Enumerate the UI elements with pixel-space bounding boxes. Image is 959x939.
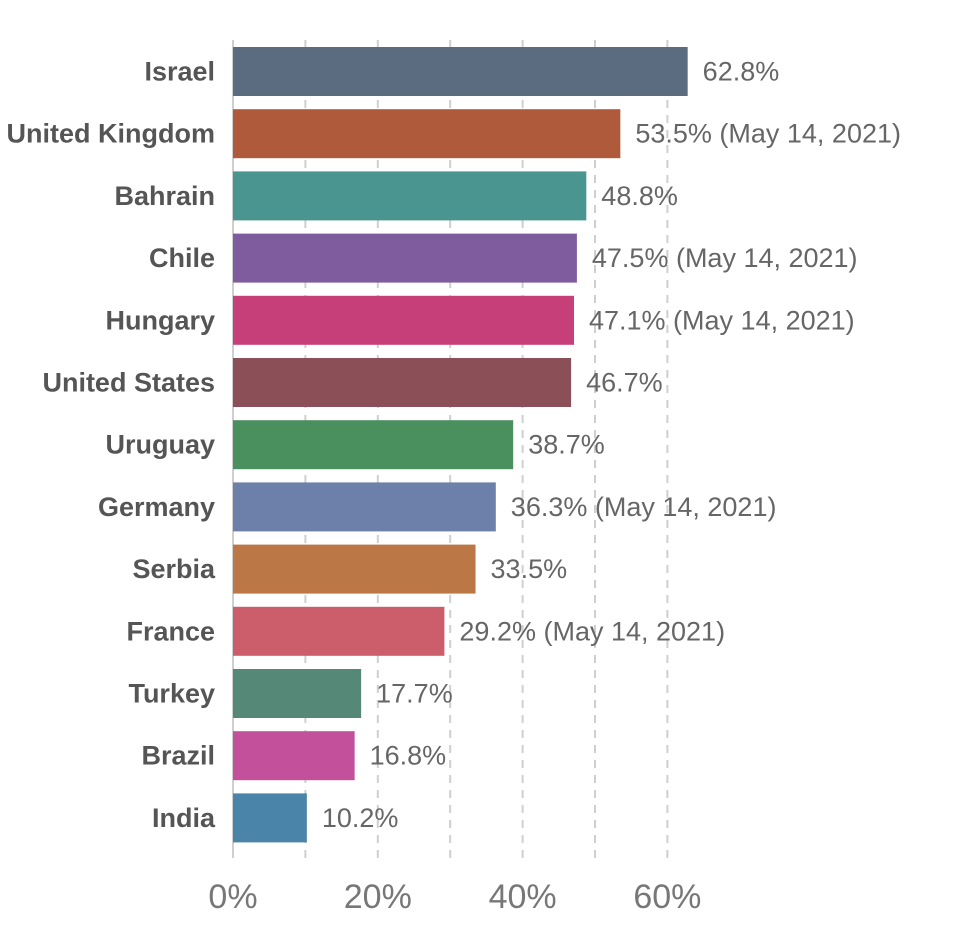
category-label: Serbia — [132, 554, 216, 584]
value-label: 16.8% — [370, 741, 447, 771]
x-tick-label: 20% — [344, 878, 412, 916]
bar-bahrain — [233, 171, 587, 221]
bar-chile — [233, 233, 577, 283]
value-label: 33.5% — [491, 554, 568, 584]
bars — [233, 47, 688, 843]
category-label: United Kingdom — [7, 119, 215, 149]
value-label: 53.5% (May 14, 2021) — [635, 119, 901, 149]
value-label: 46.7% — [586, 368, 663, 398]
category-label: India — [152, 803, 216, 833]
value-label: 17.7% — [376, 679, 453, 709]
value-label: 36.3% (May 14, 2021) — [511, 492, 777, 522]
category-label: Chile — [149, 243, 215, 273]
category-label: Uruguay — [105, 430, 215, 460]
value-label: 38.7% — [528, 430, 605, 460]
bar-turkey — [233, 669, 362, 718]
value-label: 47.5% (May 14, 2021) — [592, 243, 858, 273]
category-label: Israel — [144, 57, 215, 87]
bar-united-states — [233, 358, 572, 407]
value-label: 47.1% (May 14, 2021) — [589, 305, 855, 335]
value-label: 48.8% — [601, 181, 678, 211]
category-label: United States — [42, 368, 215, 398]
x-tick-label: 40% — [489, 878, 557, 916]
category-label: Hungary — [105, 305, 215, 335]
x-tick-label: 0% — [208, 878, 257, 916]
bar-brazil — [233, 731, 355, 781]
bar-serbia — [233, 544, 476, 594]
value-label: 62.8% — [703, 57, 780, 87]
category-label: Brazil — [141, 741, 215, 771]
bar-united-kingdom — [233, 109, 621, 159]
category-label: Germany — [98, 492, 215, 522]
bar-hungary — [233, 295, 575, 345]
category-label: Bahrain — [114, 181, 215, 211]
category-label: France — [126, 616, 215, 646]
bar-india — [233, 793, 307, 843]
value-label: 10.2% — [322, 803, 399, 833]
bar-israel — [233, 47, 688, 96]
x-tick-label: 60% — [633, 878, 701, 916]
labels: Israel 62.8% United Kingdom 53.5% (May 14, … — [7, 57, 901, 833]
bar-uruguay — [233, 420, 514, 470]
value-label: 29.2% (May 14, 2021) — [459, 616, 725, 646]
bar-germany — [233, 482, 496, 532]
category-label: Turkey — [128, 679, 215, 709]
bar-france — [233, 606, 445, 656]
x-axis-ticks: 0% 20% 40% 60% — [208, 878, 701, 916]
